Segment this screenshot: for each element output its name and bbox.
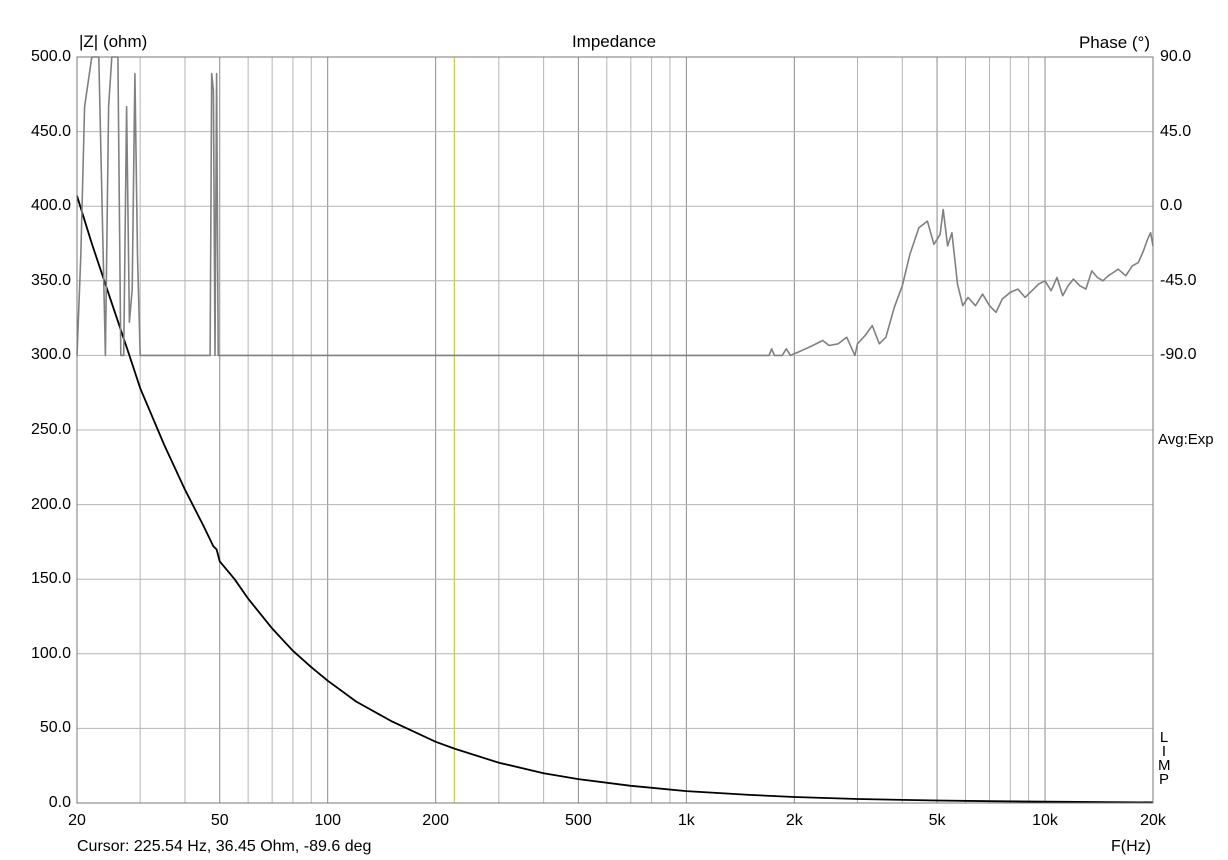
y2-axis-label: Phase (°): [1078, 33, 1150, 52]
x-tick-label: 5k: [928, 812, 946, 829]
y2-tick-label: 45.0: [1160, 122, 1192, 140]
averaging-label: Avg:Exp: [1158, 431, 1214, 448]
limp-letter: L: [1159, 729, 1169, 746]
y-tick-label: 100.0: [30, 644, 71, 662]
cursor-readout: Cursor: 225.54 Hz, 36.45 Ohm, -89.6 deg: [77, 838, 372, 855]
x-tick-label: 10k: [1032, 812, 1058, 829]
x-tick-label: 500: [565, 812, 592, 829]
y-tick-label: 150.0: [30, 570, 71, 588]
grid-lines: [76, 56, 1154, 804]
y-tick-label: 50.0: [39, 719, 71, 737]
y2-tick-label: -90.0: [1160, 346, 1197, 364]
chart-title: Impedance: [571, 32, 657, 51]
y2-tick-label: 90.0: [1160, 48, 1192, 65]
y-axis-label: |Z| (ohm): [79, 32, 148, 51]
phase-series-line: [76, 56, 1154, 357]
x-tick-label: 2k: [785, 812, 803, 829]
y-tick-label: 450.0: [30, 122, 71, 140]
x-tick-label: 20k: [1140, 812, 1166, 829]
impedance-series-line: [76, 195, 1154, 804]
x-tick-label: 1k: [677, 812, 695, 829]
limp-letter: P: [1158, 771, 1169, 788]
y2-tick-label: 0.0: [1160, 197, 1183, 215]
limp-letter: M: [1158, 757, 1171, 774]
x-tick-label: 100: [314, 812, 342, 829]
x-tick-label: 200: [422, 812, 449, 829]
axes-group: [76, 56, 1154, 804]
plot-frame: [76, 56, 1154, 804]
x-axis-label: F(Hz): [1111, 838, 1151, 855]
y-tick-label: 500.0: [30, 48, 71, 65]
x-tick-label: 20: [68, 812, 86, 829]
y-tick-label: 400.0: [30, 197, 71, 215]
limp-letter: I: [1161, 743, 1167, 760]
x-tick-label: 50: [210, 812, 229, 829]
y-tick-label: 200.0: [30, 495, 71, 513]
y-tick-label: 0.0: [48, 794, 71, 811]
y2-tick-label: -45.0: [1160, 271, 1197, 289]
y-tick-label: 300.0: [30, 346, 71, 364]
series-group: [76, 56, 1154, 804]
y-tick-label: 250.0: [30, 421, 71, 438]
y-tick-label: 350.0: [30, 271, 71, 289]
